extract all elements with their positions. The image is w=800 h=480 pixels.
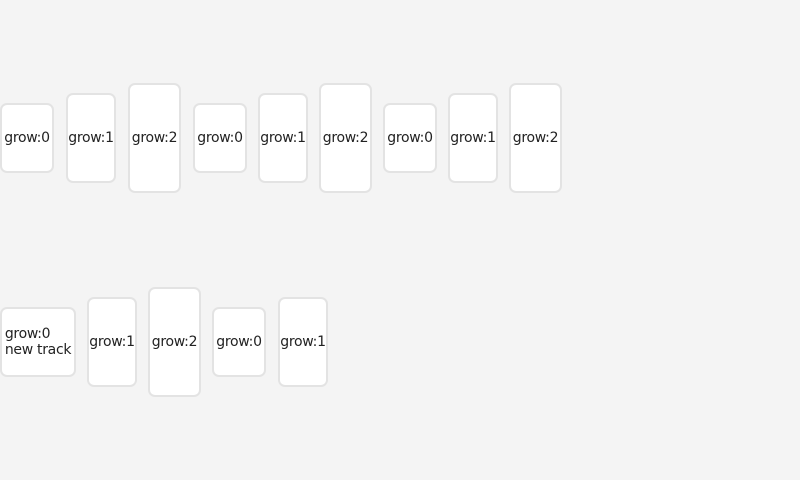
flex-item: grow:1 [258,93,308,183]
flex-item: grow:0 [0,103,54,173]
flex-item: grow:2 [509,83,562,193]
flex-item: grow:2 [148,287,201,397]
flex-item: grow:0 new track [0,307,76,377]
flex-item: grow:0 [212,307,266,377]
flex-item-label: grow:1 [68,130,114,146]
flex-item-label: grow:1 [260,130,306,146]
flex-item: grow:1 [448,93,498,183]
flex-item-label: grow:2 [131,130,178,146]
flex-item-label: grow:1 [280,334,326,350]
flex-track-1: grow:0 grow:1 grow:2 grow:0 grow:1 grow:… [0,83,562,193]
flex-item: grow:2 [128,83,181,193]
flex-item: grow:0 [193,103,247,173]
flex-item-label: grow:0 [197,130,243,146]
flex-item: grow:1 [66,93,116,183]
flex-item-label: grow:0 [4,130,50,146]
flex-item-label: grow:0 new track [4,326,72,358]
flex-track-2: grow:0 new track grow:1 grow:2 grow:0 gr… [0,287,328,397]
flex-item-label: grow:2 [151,334,198,350]
flex-item-label: grow:2 [512,130,559,146]
flex-item-label: grow:1 [89,334,135,350]
flex-item-label-line: grow:0 [4,326,51,342]
flex-item-label: grow:2 [322,130,369,146]
new-track-label: new track [4,342,72,358]
flex-item: grow:1 [278,297,328,387]
flex-item: grow:1 [87,297,137,387]
flex-item-label: grow:1 [450,130,496,146]
flex-item-label: grow:0 [387,130,433,146]
flex-item-label: grow:0 [216,334,262,350]
flex-item: grow:0 [383,103,437,173]
flex-item: grow:2 [319,83,372,193]
